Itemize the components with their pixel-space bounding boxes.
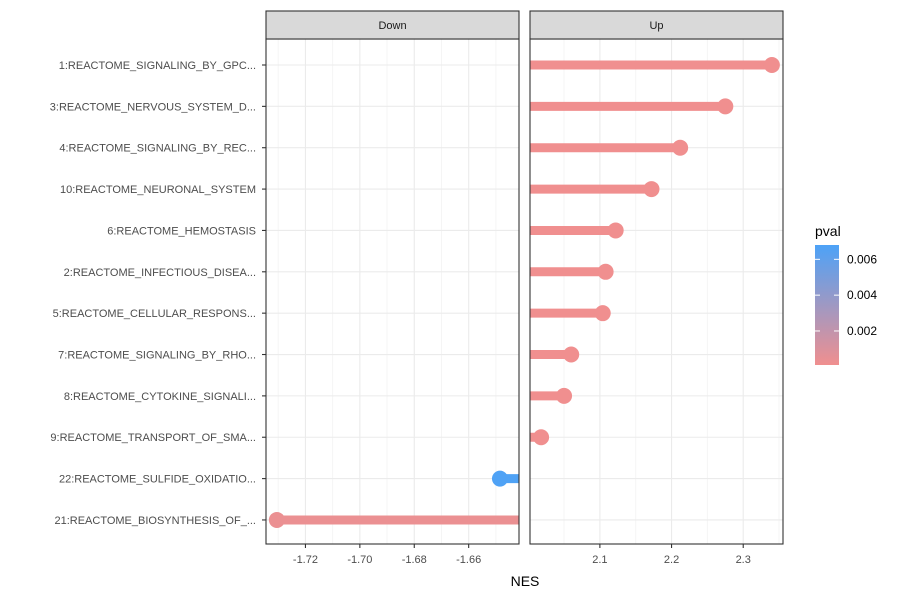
legend-colorbar bbox=[815, 245, 839, 365]
lollipop-point bbox=[563, 346, 580, 363]
legend-label: 0.002 bbox=[847, 324, 877, 338]
panel-background bbox=[266, 39, 519, 544]
y-tick-label: 6:REACTOME_HEMOSTASIS bbox=[107, 225, 256, 237]
x-tick-label: -1.72 bbox=[293, 554, 318, 566]
y-tick-label: 2:REACTOME_INFECTIOUS_DISEA... bbox=[64, 267, 256, 279]
y-tick-label: 3:REACTOME_NERVOUS_SYSTEM_D... bbox=[50, 101, 256, 113]
lollipop-point bbox=[268, 511, 285, 528]
y-tick-label: 9:REACTOME_TRANSPORT_OF_SMA... bbox=[50, 432, 256, 444]
y-tick-label: 10:REACTOME_NEURONAL_SYSTEM bbox=[60, 184, 256, 196]
panel-background bbox=[530, 39, 783, 544]
legend-label: 0.006 bbox=[847, 252, 877, 266]
y-tick-label: 8:REACTOME_CYTOKINE_SIGNALI... bbox=[64, 391, 256, 403]
x-tick-label: -1.68 bbox=[402, 554, 427, 566]
legend: pval 0.006 0.004 0.002 bbox=[815, 223, 877, 365]
lollipop-point bbox=[643, 181, 660, 198]
facet-strip-label: Down bbox=[378, 20, 406, 32]
lollipop-point bbox=[556, 387, 573, 404]
lollipop-point bbox=[491, 470, 508, 487]
x-tick-label: -1.66 bbox=[456, 554, 481, 566]
facet-strip bbox=[529, 10, 784, 40]
legend-label: 0.004 bbox=[847, 288, 877, 302]
lollipop-point bbox=[763, 57, 780, 73]
legend-title: pval bbox=[815, 223, 841, 239]
x-tick-label: 2.3 bbox=[736, 554, 751, 566]
lollipop-point bbox=[597, 263, 614, 280]
facet-strip bbox=[265, 10, 520, 40]
lollipop-point bbox=[672, 139, 689, 156]
lollipop-point bbox=[533, 429, 550, 446]
y-tick-label: 4:REACTOME_SIGNALING_BY_REC... bbox=[59, 143, 256, 155]
facet-panel-up: Up 2.1 2.2 2.3 bbox=[529, 10, 784, 566]
x-axis-title: NES bbox=[511, 573, 540, 589]
facet-strip-label: Up bbox=[649, 20, 663, 32]
x-tick-label: 2.1 bbox=[592, 554, 607, 566]
x-tick-label: -1.70 bbox=[347, 554, 372, 566]
category-labels: 1:REACTOME_SIGNALING_BY_GPC... 3:REACTOME… bbox=[50, 60, 266, 527]
y-tick-label: 7:REACTOME_SIGNALING_BY_RHO... bbox=[58, 350, 256, 362]
x-tick-label: 2.2 bbox=[664, 554, 679, 566]
lollipop-point bbox=[594, 305, 611, 322]
lollipop-point bbox=[607, 222, 624, 239]
lollipop-point bbox=[717, 98, 734, 115]
y-tick-label: 22:REACTOME_SULFIDE_OXIDATIO... bbox=[59, 474, 256, 486]
panels: Down -1.72 -1.70 -1.68 -1.66 Up 2.1 2.2 2.3 bbox=[265, 10, 784, 566]
y-tick-label: 1:REACTOME_SIGNALING_BY_GPC... bbox=[59, 60, 256, 72]
y-tick-label: 5:REACTOME_CELLULAR_RESPONS... bbox=[53, 308, 256, 320]
y-tick-label: 21:REACTOME_BIOSYNTHESIS_OF_... bbox=[54, 515, 256, 527]
facet-panel-down: Down -1.72 -1.70 -1.68 -1.66 bbox=[265, 10, 520, 566]
